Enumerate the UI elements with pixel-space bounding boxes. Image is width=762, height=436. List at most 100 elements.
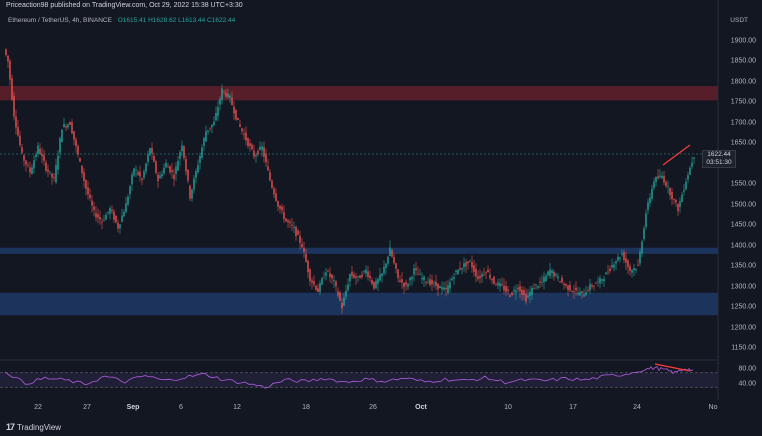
candle [251,143,253,151]
candle [5,48,7,57]
candle [147,150,149,166]
candle [573,284,575,300]
candle [395,262,397,274]
candle [435,274,437,291]
candle [243,128,245,140]
candle [659,169,661,180]
candle [359,274,361,279]
candle [305,249,307,263]
candle [377,277,379,291]
candle [277,200,279,212]
candle [441,281,443,295]
candle [89,188,91,202]
candle [505,280,507,296]
candle [633,263,635,276]
publish-line: Priceaction98 published on TradingView.c… [6,2,243,9]
candle [7,55,9,68]
price-divergence-line [662,144,691,166]
candle [415,262,417,276]
candle [571,290,573,293]
candle [33,155,35,174]
candle [431,274,433,291]
rsi-axis-tick: 80.00 [738,365,756,373]
candle [207,130,209,135]
candle [385,262,387,275]
candle [429,274,431,287]
candle [163,163,165,176]
time-axis-tick: 18 [302,404,310,411]
tradingview-brand[interactable]: 17 TradingView [6,422,61,432]
candle [301,237,303,249]
candle [71,119,73,135]
candle [257,148,259,157]
candle [547,270,549,278]
candle [473,259,475,277]
candle [213,116,215,126]
candle [453,272,455,285]
candle [411,275,413,286]
price-axis-tick: 1800.00 [730,78,756,86]
candle [423,275,425,287]
candle [265,148,267,167]
candle [219,95,221,111]
rsi-divergence-line [654,363,691,372]
candle [439,285,441,289]
candle [449,278,451,293]
candle [541,275,543,287]
candle [609,265,611,274]
candle [63,117,65,128]
candle [285,217,287,223]
candle [521,286,523,301]
candle [649,193,651,207]
candle [635,268,637,274]
candle [11,74,13,102]
candle [295,225,297,241]
candle [151,142,153,161]
candle [95,206,97,222]
candle [669,187,671,200]
candle [135,165,137,178]
candle [531,285,533,300]
candle [459,261,461,271]
candle [233,101,235,120]
candle [419,269,421,276]
candle [551,268,553,279]
candle [239,119,241,128]
candle [673,198,675,205]
candle [41,147,43,164]
candle [677,202,679,217]
candle [393,253,395,265]
candle [351,265,353,280]
candle [475,263,477,283]
candle [47,164,49,178]
candle [687,171,689,184]
candle [165,159,167,169]
candle [645,209,647,230]
candle [615,259,617,271]
candle [655,176,657,187]
last-price-tag: 1622.44 03:51:30 [702,150,736,168]
candle [105,212,107,220]
candle [467,261,469,270]
candle [247,137,249,149]
candle [629,263,631,276]
candle [481,271,483,284]
candle [297,228,299,236]
candle [221,84,223,105]
candle [639,248,641,267]
candle [97,208,99,224]
candle [59,136,61,159]
currency-label: USDT [730,17,748,24]
time-axis-tick: 27 [83,404,91,411]
candle [25,159,27,172]
time-axis-tick: 24 [633,404,641,411]
candle [79,157,81,163]
candle [155,159,157,175]
candle [497,278,499,290]
candle [693,157,695,165]
candle [129,184,131,199]
symbol-legend[interactable]: Ethereum / TetherUS, 4h, BINANCE O1615.4… [8,17,235,24]
candle [603,275,605,288]
candle [293,221,295,234]
